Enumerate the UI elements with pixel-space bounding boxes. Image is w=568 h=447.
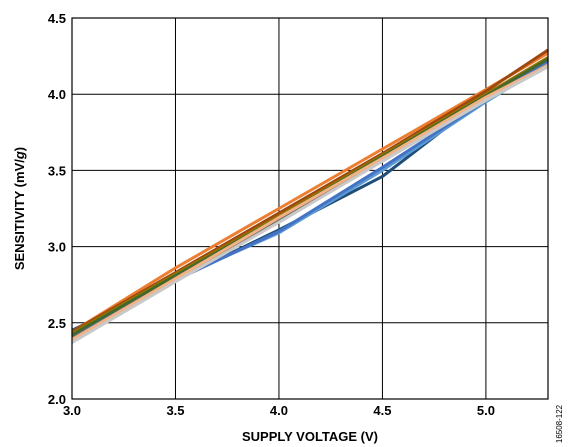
x-tick-label: 4.5	[373, 403, 391, 418]
plot-frame	[71, 17, 549, 400]
y-tick-label: 2.0	[48, 392, 66, 407]
series-lines	[71, 48, 549, 344]
y-tick-labels: 2.0 2.5 3.0 3.5 4.0 4.5	[48, 11, 66, 407]
x-tick-label: 4.0	[270, 403, 288, 418]
x-tick-label: 5.0	[477, 403, 495, 418]
grid	[71, 17, 548, 400]
x-tick-label: 3.5	[166, 403, 184, 418]
y-tick-label: 4.0	[48, 87, 66, 102]
x-tick-labels: 3.0 3.5 4.0 4.5 5.0	[63, 403, 495, 418]
y-tick-label: 4.5	[48, 11, 66, 26]
y-tick-label: 3.0	[48, 240, 66, 255]
series-line-13	[71, 63, 549, 341]
y-axis-label: SENSITIVITY (mV/g)	[12, 147, 27, 270]
series-line-14	[71, 65, 549, 344]
figure-id: 16508-122	[555, 404, 564, 443]
y-tick-label: 2.5	[48, 316, 66, 331]
x-axis-label: SUPPLY VOLTAGE (V)	[242, 429, 378, 444]
y-tick-label: 3.5	[48, 163, 66, 178]
x-tick-label: 3.0	[63, 403, 81, 418]
